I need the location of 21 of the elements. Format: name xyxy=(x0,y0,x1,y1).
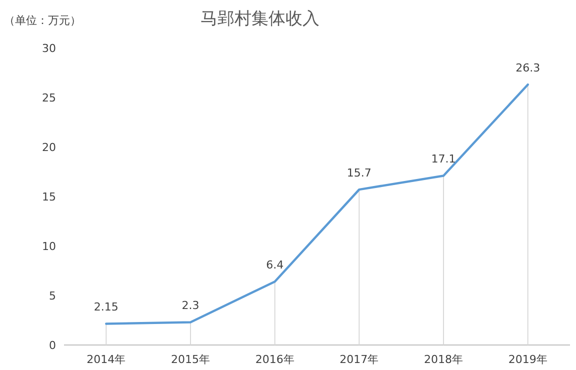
data-label: 2.15 xyxy=(94,300,118,314)
data-label: 26.3 xyxy=(516,62,540,75)
x-tick-label: 2018年 xyxy=(424,353,463,366)
y-tick-label: 30 xyxy=(42,42,56,55)
data-label: 17.1 xyxy=(431,152,456,166)
x-tick-label: 2016年 xyxy=(255,353,294,366)
y-tick-label: 0 xyxy=(49,339,56,352)
ylabel: （单位：万元） xyxy=(4,14,81,27)
y-tick-label: 25 xyxy=(42,92,56,104)
data-label: 2.3 xyxy=(182,299,200,312)
y-tick-label: 10 xyxy=(42,240,56,253)
x-tick-label: 2019年 xyxy=(508,353,548,366)
data-label: 6.4 xyxy=(266,258,284,272)
x-tick-label: 2017年 xyxy=(340,353,379,366)
x-tick-label: 2015年 xyxy=(171,353,210,366)
data-label: 15.7 xyxy=(346,166,372,180)
y-tick-label: 15 xyxy=(42,190,56,204)
y-tick-label: 5 xyxy=(49,290,56,302)
x-tick-label: 2014年 xyxy=(86,353,126,366)
y-tick-label: 20 xyxy=(42,141,56,154)
title: 马郢村集体收入 xyxy=(200,9,320,29)
